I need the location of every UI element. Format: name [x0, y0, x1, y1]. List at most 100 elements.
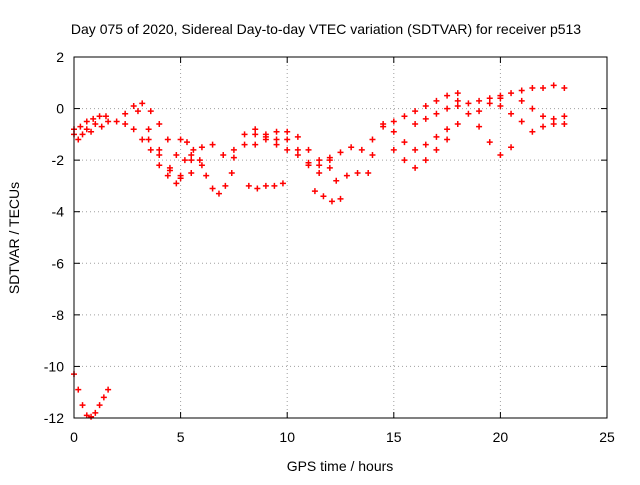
data-point — [529, 105, 536, 112]
data-point — [412, 146, 419, 153]
data-point — [422, 157, 429, 164]
data-point — [294, 151, 301, 158]
x-tick-label: 5 — [177, 429, 185, 445]
x-tick-label: 10 — [279, 429, 295, 445]
data-point — [444, 105, 451, 112]
data-point — [166, 167, 173, 174]
data-point — [401, 157, 408, 164]
data-point — [220, 151, 227, 158]
data-point — [79, 402, 86, 409]
data-point — [476, 108, 483, 115]
data-point — [183, 139, 190, 146]
data-point — [92, 409, 99, 416]
data-point — [230, 146, 237, 153]
data-point — [198, 162, 205, 169]
series-arc-8 — [177, 136, 235, 197]
series-arc-9 — [188, 131, 259, 161]
data-point — [279, 180, 286, 187]
data-point — [203, 172, 210, 179]
data-point — [188, 157, 195, 164]
data-point — [96, 113, 103, 120]
data-point — [422, 141, 429, 148]
data-point — [518, 118, 525, 125]
data-point — [508, 110, 515, 117]
data-point — [422, 102, 429, 109]
series-arc-22 — [476, 82, 568, 115]
data-point — [90, 115, 97, 122]
data-point — [561, 113, 568, 120]
data-point — [230, 154, 237, 161]
data-point — [550, 121, 557, 128]
data-point — [130, 102, 137, 109]
data-point — [284, 128, 291, 135]
data-point — [337, 149, 344, 156]
data-point — [390, 128, 397, 135]
data-point — [96, 402, 103, 409]
data-point — [98, 123, 105, 130]
data-point — [518, 97, 525, 104]
data-point — [454, 97, 461, 104]
data-point — [173, 151, 180, 158]
data-point — [412, 108, 419, 115]
data-point — [561, 84, 568, 91]
data-point — [262, 136, 269, 143]
data-point — [88, 128, 95, 135]
series-arc-1 — [71, 118, 112, 143]
data-point — [130, 126, 137, 133]
data-point — [433, 110, 440, 117]
data-point — [550, 115, 557, 122]
chart-title: Day 075 of 2020, Sidereal Day-to-day VTE… — [71, 21, 581, 37]
data-point — [215, 190, 222, 197]
x-tick-label: 15 — [386, 429, 402, 445]
data-point — [369, 151, 376, 158]
series-arc-15 — [326, 144, 376, 164]
data-points — [71, 82, 568, 420]
data-point — [316, 162, 323, 169]
data-point — [262, 182, 269, 189]
data-point — [508, 144, 515, 151]
series-arc-12 — [262, 136, 333, 177]
data-point — [188, 151, 195, 158]
data-point — [245, 182, 252, 189]
data-point — [540, 123, 547, 130]
data-point — [444, 136, 451, 143]
data-point — [100, 394, 107, 401]
data-point — [454, 121, 461, 128]
y-tick-label: -6 — [52, 255, 65, 271]
data-point — [83, 412, 90, 419]
data-point — [77, 123, 84, 130]
data-point — [83, 126, 90, 133]
x-tick-label: 0 — [70, 429, 78, 445]
data-point — [305, 162, 312, 169]
data-point — [358, 146, 365, 153]
data-point — [273, 128, 280, 135]
data-point — [222, 182, 229, 189]
data-point — [241, 141, 248, 148]
data-point — [561, 121, 568, 128]
series-arc-4 — [113, 100, 188, 164]
data-point — [486, 100, 493, 107]
series-arc-18 — [380, 121, 461, 153]
data-point — [305, 146, 312, 153]
data-point — [497, 102, 504, 109]
y-tick-label: -10 — [44, 358, 64, 374]
data-point — [486, 95, 493, 102]
y-tick-label: 2 — [56, 49, 64, 65]
data-point — [433, 97, 440, 104]
data-point — [444, 126, 451, 133]
data-point — [241, 131, 248, 138]
data-point — [164, 136, 171, 143]
data-point — [122, 121, 129, 128]
data-point — [88, 413, 95, 420]
y-tick-label: 0 — [56, 101, 64, 117]
data-point — [79, 131, 86, 138]
y-axis-label: SDTVAR / TECUs — [6, 182, 22, 294]
data-point — [486, 139, 493, 146]
data-point — [209, 141, 216, 148]
data-point — [252, 131, 259, 138]
data-point — [254, 185, 261, 192]
data-point — [75, 136, 82, 143]
